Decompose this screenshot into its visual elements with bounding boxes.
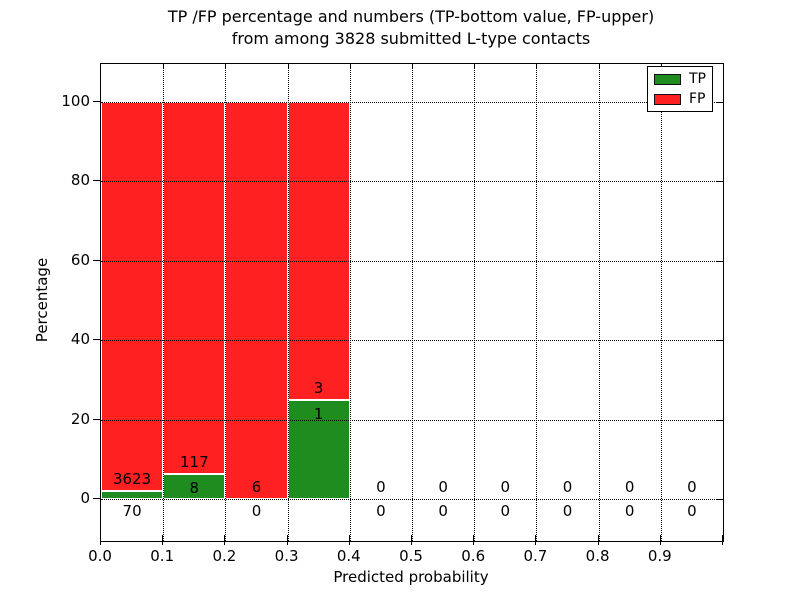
y-tick-label-0: 0	[80, 489, 90, 507]
x-tick-label-0.3: 0.3	[274, 547, 299, 565]
x-axis-label: Predicted probability	[333, 568, 489, 586]
y-tick-80	[93, 180, 101, 182]
y-tick-label-100: 100	[61, 92, 90, 110]
fp-count-label-bin9: 0	[687, 478, 697, 496]
v-gridline-0.7	[536, 64, 538, 541]
y-tick-label-40: 40	[70, 330, 90, 349]
x-tick-label-0.1: 0.1	[150, 547, 175, 565]
y-tick-40	[93, 339, 101, 341]
fp-count-label-bin5: 0	[438, 478, 448, 496]
v-gridline-0.6	[474, 64, 476, 541]
tp-count-label-bin8: 0	[624, 502, 635, 520]
bar-segment-tp-bin3	[287, 399, 350, 499]
v-gridline-0.5	[412, 64, 413, 541]
v-gridline-0.3	[287, 64, 289, 541]
fp-count-label-bin7: 0	[562, 478, 573, 496]
tp-count-label-bin5: 0	[438, 502, 448, 520]
v-gridline-0.9	[660, 64, 662, 541]
chart-title-line2: from among 3828 submitted L-type contact…	[231, 29, 591, 48]
v-gridline-0.4	[349, 64, 351, 541]
fp-count-label-bin4: 0	[376, 478, 386, 496]
bar-segment-fp-bin0	[101, 102, 164, 492]
x-tick-2	[224, 535, 226, 545]
bar-segment-fp-bin3	[287, 102, 350, 400]
x-tick-3	[286, 535, 288, 545]
y-tick-label-20: 20	[70, 409, 90, 428]
fp-count-label-bin3: 3	[313, 378, 324, 397]
tp-count-label-bin1: 8	[189, 478, 200, 497]
x-tick-label-0.2: 0.2	[212, 547, 237, 565]
fp-count-label-bin8: 0	[624, 478, 635, 496]
x-tick-7	[535, 535, 537, 545]
tp-count-label-bin3: 1	[313, 404, 324, 423]
x-tick-label-0.9: 0.9	[647, 547, 672, 565]
legend-label-fp: FP	[689, 91, 706, 107]
fp-count-label-bin0: 3623	[113, 470, 152, 489]
tp-count-label-bin6: 0	[500, 502, 511, 520]
y-tick-100	[93, 101, 101, 102]
tp-count-label-bin9: 0	[687, 502, 697, 520]
plot-area: 3623 70 117 8 6 0 3 1 0 0 0 0 0 0 0 0 0 0 0 0	[100, 63, 724, 542]
x-tick-label-0.5: 0.5	[399, 547, 423, 565]
legend: TP FP	[647, 66, 713, 112]
legend-entry-fp: FP	[648, 91, 712, 107]
y-tick-0	[93, 498, 101, 499]
tp-count-label-bin2: 0	[251, 502, 262, 520]
x-tick-4	[348, 535, 350, 545]
chart-title: TP /FP percentage and numbers (TP-bottom…	[168, 6, 654, 50]
x-tick-label-0.8: 0.8	[585, 547, 610, 565]
x-tick-label-0.0: 0.0	[88, 547, 112, 565]
v-gridline-0.1	[163, 64, 165, 541]
y-tick-label-60: 60	[70, 250, 90, 269]
fp-count-label-bin2: 6	[251, 478, 262, 496]
x-tick-1	[162, 535, 164, 545]
bar-segment-fp-bin1	[163, 102, 226, 474]
fp-color-swatch-icon	[654, 93, 681, 105]
x-tick-label-0.7: 0.7	[523, 547, 548, 565]
y-tick-20	[93, 418, 101, 420]
x-tick-0	[100, 535, 101, 545]
tp-count-label-bin0: 70	[122, 502, 142, 520]
v-gridline-0.2	[225, 64, 227, 541]
y-tick-label-80: 80	[70, 171, 90, 190]
x-tick-8	[597, 535, 599, 545]
v-gridline-0.8	[598, 64, 600, 541]
x-tick-5	[411, 535, 412, 545]
legend-entry-tp: TP	[648, 71, 712, 87]
fp-count-label-bin6: 0	[500, 478, 511, 496]
x-tick-10	[722, 535, 723, 545]
x-tick-label-0.6: 0.6	[461, 547, 486, 565]
bar-segment-fp-bin2	[225, 102, 288, 499]
x-tick-6	[473, 535, 475, 545]
fp-count-label-bin1: 117	[179, 452, 209, 471]
x-tick-9	[659, 535, 661, 545]
legend-label-tp: TP	[689, 71, 706, 87]
x-tick-label-0.4: 0.4	[336, 547, 361, 565]
tp-count-label-bin7: 0	[562, 502, 573, 520]
bar-segment-tp-bin0	[101, 491, 164, 499]
bar-segment-tp-bin1	[163, 473, 226, 499]
tp-count-label-bin4: 0	[376, 502, 386, 520]
y-tick-60	[93, 259, 101, 261]
chart-title-line1: TP /FP percentage and numbers (TP-bottom…	[167, 7, 655, 26]
tp-color-swatch-icon	[654, 73, 681, 85]
